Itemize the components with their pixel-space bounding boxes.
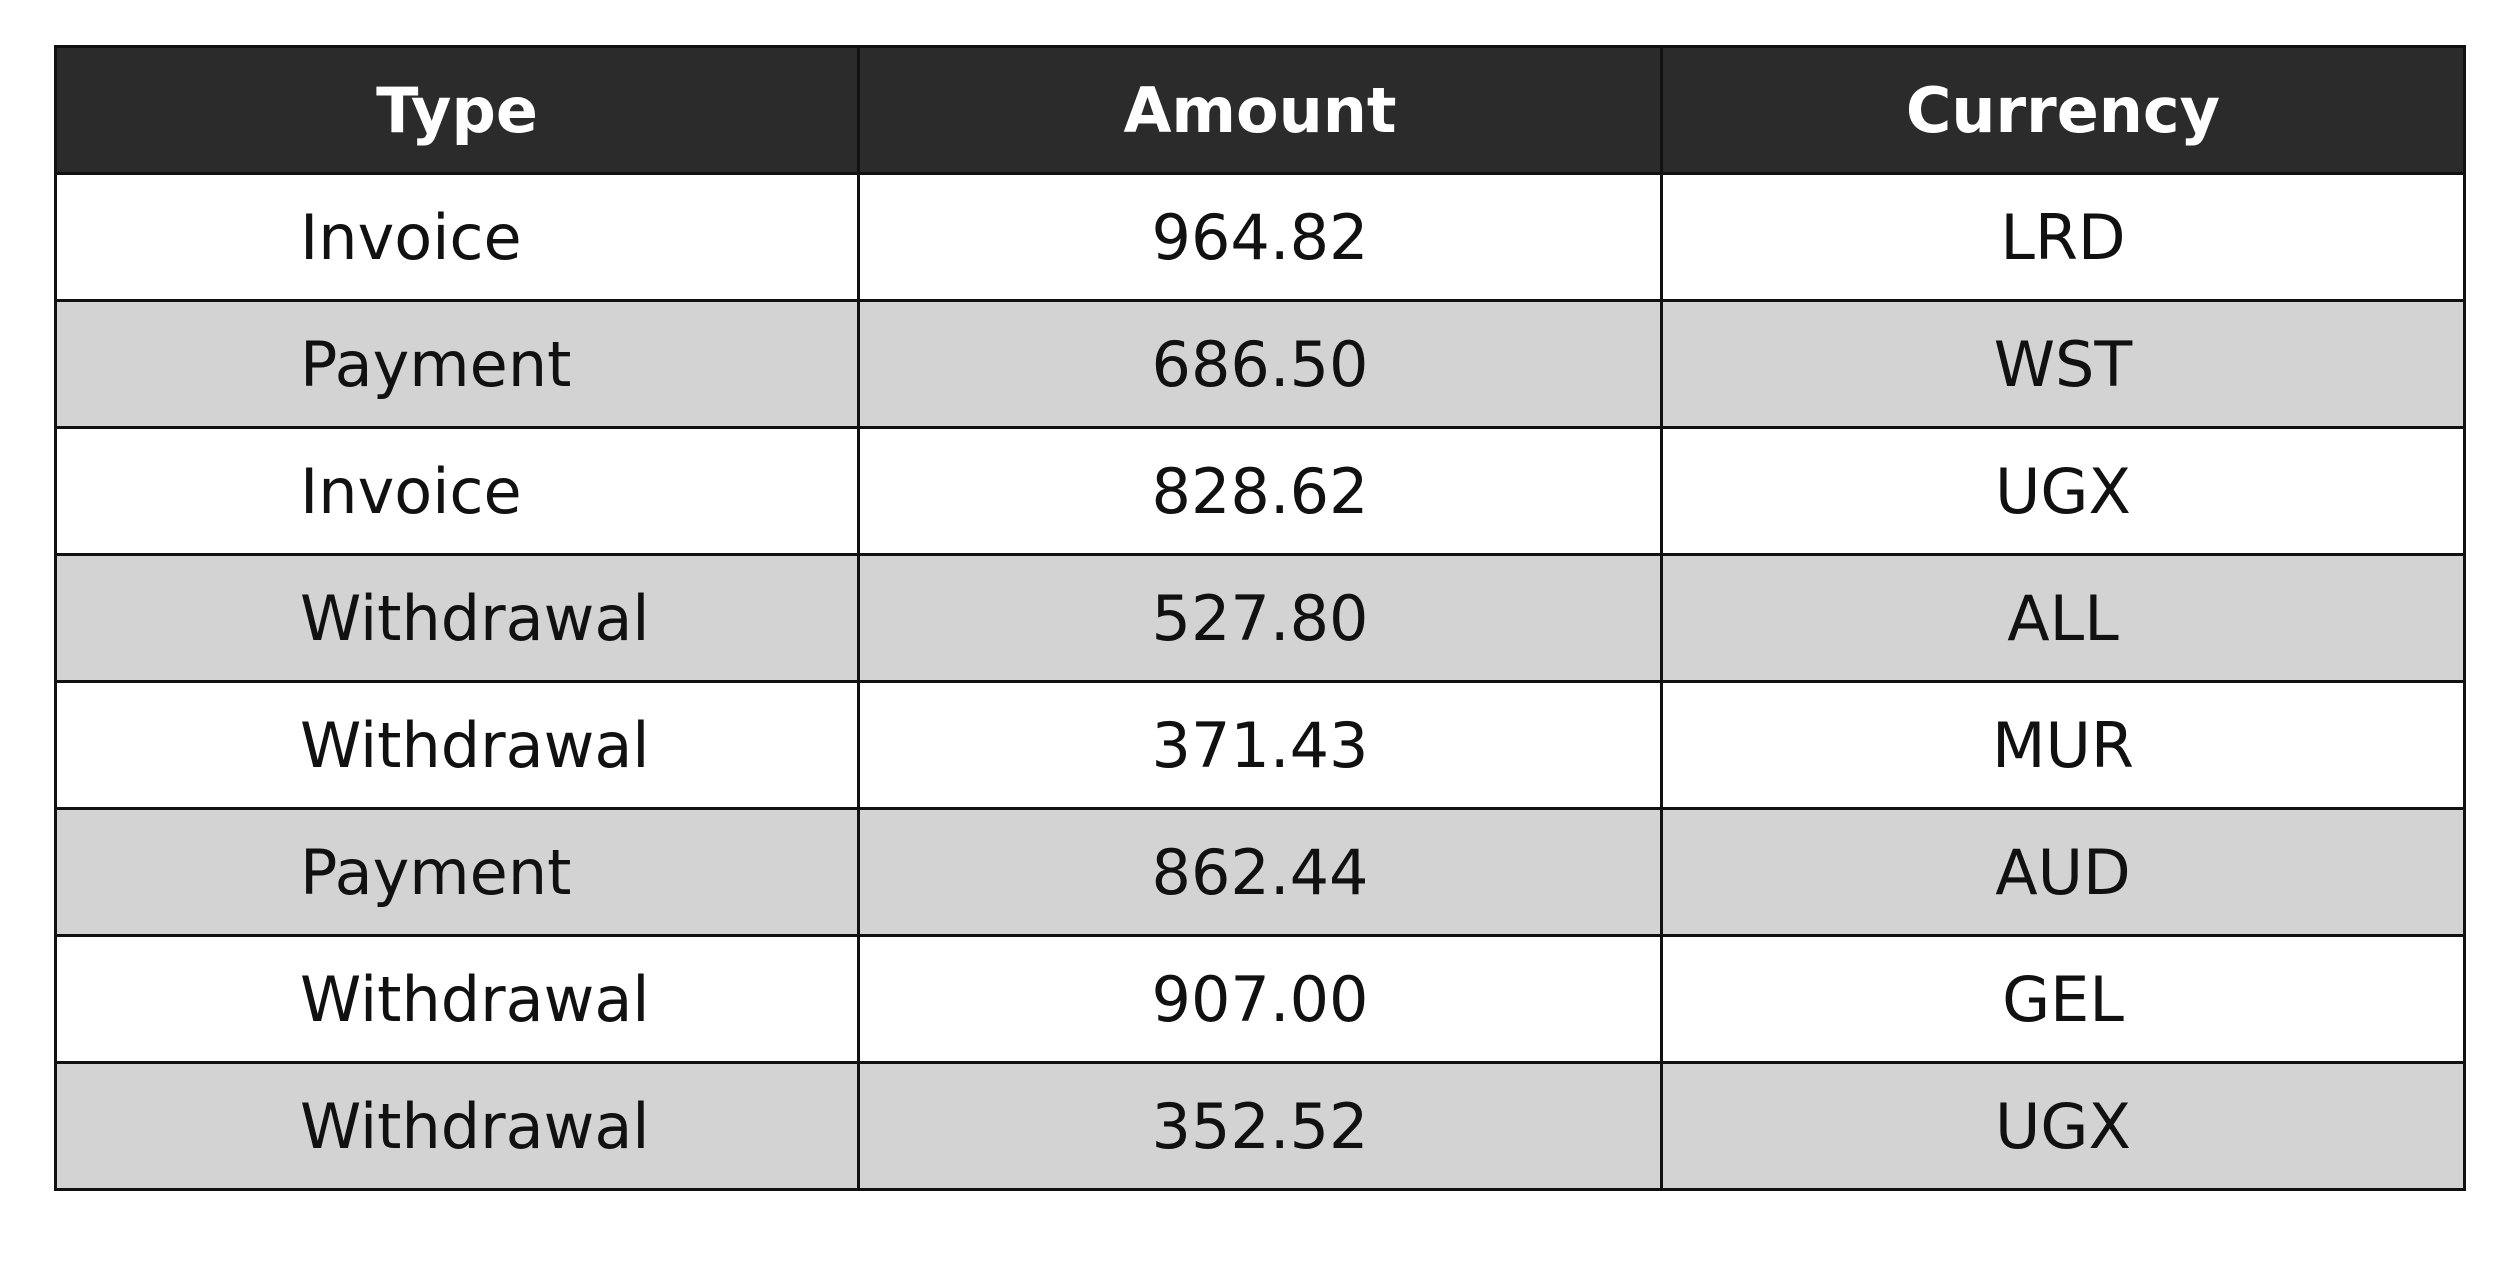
table-header: Type Amount Currency [54, 45, 2466, 175]
cell-currency: UGX [1660, 426, 2466, 556]
cell-amount: 527.80 [857, 553, 1663, 683]
table-row: Invoice 828.62 UGX [54, 426, 2466, 556]
cell-currency: ALL [1660, 553, 2466, 683]
table-row: Payment 862.44 AUD [54, 807, 2466, 937]
table-body: Invoice 964.82 LRD Payment 686.50 WST In… [54, 172, 2466, 1191]
cell-currency: GEL [1660, 934, 2466, 1064]
table-row: Withdrawal 371.43 MUR [54, 680, 2466, 810]
header-row: Type Amount Currency [54, 45, 2466, 175]
transactions-table-container: Type Amount Currency Invoice 964.82 LRD … [54, 45, 2466, 1191]
cell-type: Payment [54, 299, 860, 429]
table-row: Payment 686.50 WST [54, 299, 2466, 429]
cell-type: Invoice [54, 426, 860, 556]
cell-amount: 828.62 [857, 426, 1663, 556]
cell-currency: LRD [1660, 172, 2466, 302]
cell-type: Withdrawal [54, 680, 860, 810]
cell-type: Payment [54, 807, 860, 937]
table-row: Withdrawal 527.80 ALL [54, 553, 2466, 683]
column-header-type: Type [54, 45, 860, 175]
cell-amount: 686.50 [857, 299, 1663, 429]
cell-currency: MUR [1660, 680, 2466, 810]
cell-type: Withdrawal [54, 1061, 860, 1191]
table-row: Withdrawal 907.00 GEL [54, 934, 2466, 1064]
cell-amount: 371.43 [857, 680, 1663, 810]
cell-type: Invoice [54, 172, 860, 302]
cell-currency: AUD [1660, 807, 2466, 937]
cell-currency: UGX [1660, 1061, 2466, 1191]
cell-type: Withdrawal [54, 553, 860, 683]
table-row: Invoice 964.82 LRD [54, 172, 2466, 302]
column-header-currency: Currency [1660, 45, 2466, 175]
cell-amount: 964.82 [857, 172, 1663, 302]
cell-type: Withdrawal [54, 934, 860, 1064]
cell-currency: WST [1660, 299, 2466, 429]
table-row: Withdrawal 352.52 UGX [54, 1061, 2466, 1191]
cell-amount: 352.52 [857, 1061, 1663, 1191]
cell-amount: 862.44 [857, 807, 1663, 937]
transactions-table: Type Amount Currency Invoice 964.82 LRD … [54, 45, 2466, 1191]
cell-amount: 907.00 [857, 934, 1663, 1064]
column-header-amount: Amount [857, 45, 1663, 175]
